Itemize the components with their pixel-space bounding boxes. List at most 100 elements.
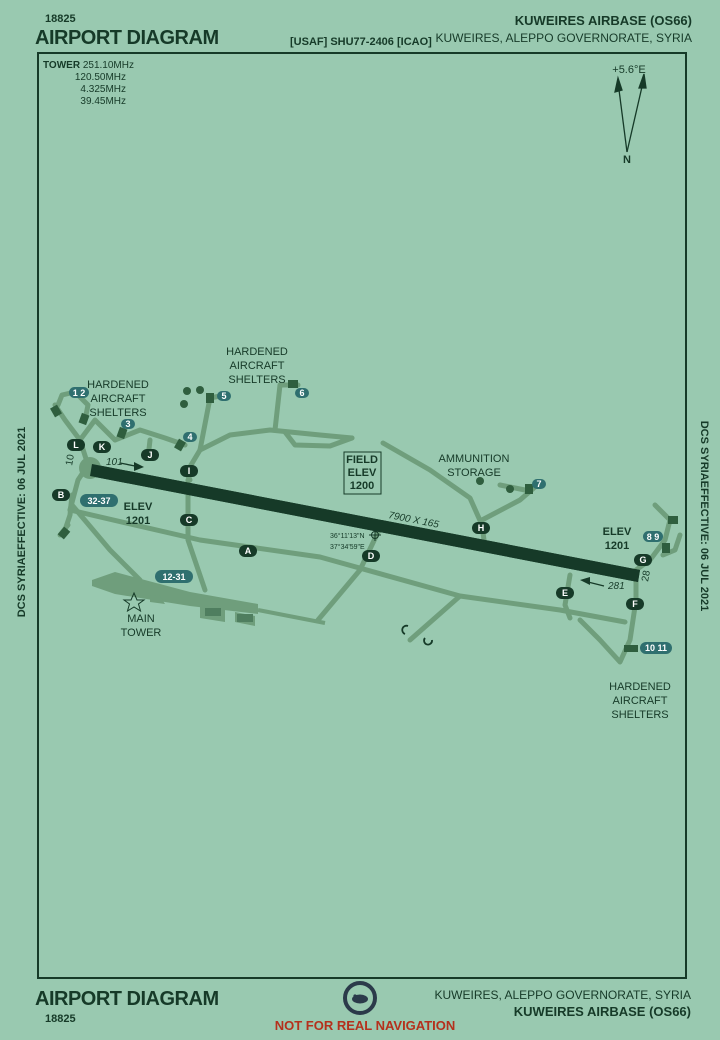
arp-icon — [369, 529, 381, 541]
elev-west-value: 1201 — [126, 515, 150, 527]
shelters-se-1: HARDENED — [609, 681, 671, 693]
taxiway-g[interactable]: G — [634, 554, 652, 566]
svg-text:10 11: 10 11 — [645, 643, 667, 653]
arrowhead-281-icon — [580, 577, 590, 585]
svg-text:7: 7 — [536, 479, 541, 489]
tower-freq-block: TOWER 251.10MHz — [43, 60, 134, 72]
chart-code: [USAF] SHU77-2406 [ICAO] — [290, 36, 432, 48]
svg-text:4: 4 — [187, 432, 192, 442]
field-elev-line2: ELEV — [348, 467, 377, 479]
parking-4[interactable]: 4 — [183, 432, 197, 442]
svg-text:8 9: 8 9 — [647, 532, 660, 542]
parking-1-2[interactable]: 1 2 — [69, 387, 89, 398]
airport-name: KUWEIRES AIRBASE (OS66) — [514, 13, 692, 28]
svg-text:K: K — [99, 442, 106, 452]
svg-text:J: J — [147, 450, 152, 460]
shelters-se-2: AIRCRAFT — [613, 695, 668, 707]
shelters-se-3: SHELTERS — [611, 709, 668, 721]
arp-lon: 37°34'59"E — [330, 543, 365, 551]
shelters-nw-3: SHELTERS — [89, 407, 146, 419]
taxiway-i[interactable]: I — [180, 465, 198, 477]
field-elev-box — [343, 451, 382, 495]
parking-32-37[interactable]: 32-37 — [80, 494, 118, 507]
ammo-1: AMMUNITION — [439, 453, 510, 465]
navigation-warning: NOT FOR REAL NAVIGATION — [274, 1018, 456, 1033]
svg-text:B: B — [58, 490, 65, 500]
svg-text:H: H — [478, 523, 485, 533]
parking-7[interactable]: 7 — [532, 479, 546, 489]
tower-freq-3: 4.325MHz — [80, 84, 126, 95]
svg-text:3: 3 — [125, 419, 130, 429]
parking-12-31[interactable]: 12-31 — [155, 570, 193, 583]
main-tower-2: TOWER — [121, 627, 162, 639]
taxiway-f[interactable]: F — [626, 598, 644, 610]
shelters-nw-1: HARDENED — [87, 379, 149, 391]
elev-east-value: 1201 — [605, 540, 629, 552]
svg-text:C: C — [186, 515, 193, 525]
taxiway-badges: A B C D E F G H I J K L — [52, 439, 652, 610]
svg-text:32-37: 32-37 — [87, 496, 110, 506]
arrowhead-101-icon — [134, 462, 144, 471]
svg-text:I: I — [188, 466, 191, 476]
chart-number: 18825 — [45, 13, 76, 25]
hangar-blocks — [205, 608, 253, 622]
magnetic-variation: +5.6°E — [612, 64, 645, 76]
parking-5[interactable]: 5 — [217, 391, 231, 401]
footer-airport-name: KUWEIRES AIRBASE (OS66) — [513, 1004, 691, 1019]
svg-text:G: G — [639, 555, 646, 565]
footer-title: AIRPORT DIAGRAM — [35, 988, 219, 1010]
tower-freq-rest: 120.50MHz 4.325MHz 39.45MHz — [60, 72, 126, 108]
field-elev-line1: FIELD — [346, 454, 378, 466]
parking-6[interactable]: 6 — [295, 388, 309, 398]
parking-3[interactable]: 3 — [121, 419, 135, 429]
taxiway-a[interactable]: A — [239, 545, 257, 557]
shelters-n-3: SHELTERS — [228, 374, 285, 386]
svg-text:1 2: 1 2 — [73, 388, 86, 398]
hook-mark-1 — [401, 624, 409, 635]
svg-text:D: D — [368, 551, 375, 561]
runway-end-10: 10 — [64, 453, 77, 466]
shelters-n-1: HARDENED — [226, 346, 288, 358]
hook-mark-2 — [423, 637, 433, 646]
shelters-nw-2: AIRCRAFT — [91, 393, 146, 405]
svg-text:E: E — [562, 588, 568, 598]
tower-freq-4: 39.45MHz — [80, 96, 126, 107]
tower-freq-2: 120.50MHz — [74, 72, 126, 83]
parking-10-11[interactable]: 10 11 — [640, 642, 672, 654]
north-letter: N — [623, 154, 631, 166]
taxiway-j[interactable]: J — [141, 449, 159, 461]
elev-west-label: ELEV — [124, 501, 153, 513]
taxiway-b[interactable]: B — [52, 489, 70, 501]
arp-lat: 36°11'13"N — [330, 532, 365, 540]
airport-location: KUWEIRES, ALEPPO GOVERNORATE, SYRIA — [435, 31, 692, 45]
taxiway-h[interactable]: H — [472, 522, 490, 534]
runway-end-28: 28 — [640, 569, 653, 582]
tower-freq-1: 251.10MHz — [82, 60, 134, 71]
taxiway-d[interactable]: D — [362, 550, 380, 562]
taxiway-l[interactable]: L — [67, 439, 85, 451]
main-tower-star-icon — [122, 591, 146, 613]
parking-8-9[interactable]: 8 9 — [643, 531, 663, 542]
svg-text:12-31: 12-31 — [162, 572, 185, 582]
diagram-frame — [37, 52, 687, 979]
svg-text:6: 6 — [299, 388, 304, 398]
tower-label: TOWER — [43, 60, 81, 71]
runway-heading-101: 101 — [106, 457, 123, 468]
elev-east-label: ELEV — [603, 526, 632, 538]
footer-location: KUWEIRES, ALEPPO GOVERNORATE, SYRIA — [434, 988, 691, 1002]
svg-text:F: F — [632, 599, 638, 609]
svg-text:5: 5 — [221, 391, 226, 401]
field-elev-value: 1200 — [350, 480, 374, 492]
taxiway-e[interactable]: E — [556, 587, 574, 599]
taxiway-k[interactable]: K — [93, 441, 111, 453]
shelter-markers — [50, 380, 678, 652]
diagram-title: AIRPORT DIAGRAM — [35, 27, 219, 49]
svg-text:L: L — [73, 440, 79, 450]
svg-text:A: A — [245, 546, 252, 556]
ammo-2: STORAGE — [447, 467, 501, 479]
shelters-n-2: AIRCRAFT — [230, 360, 285, 372]
parking-badges: 1 2 3 4 5 6 7 8 9 10 11 32-37 12-31 — [69, 387, 672, 654]
north-arrow-icon — [614, 73, 647, 153]
taxiway-c[interactable]: C — [180, 514, 198, 526]
